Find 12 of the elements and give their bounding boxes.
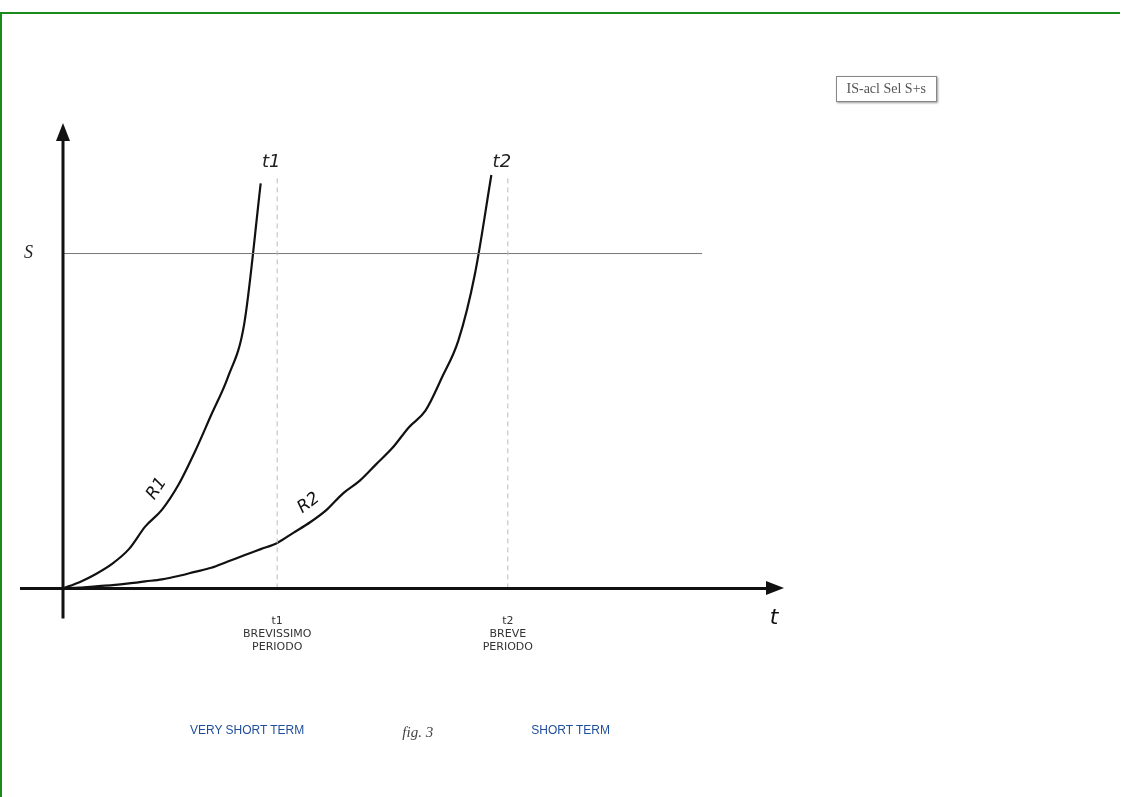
text: R1 (140, 472, 171, 503)
ref-line-label: t2 (492, 149, 512, 171)
ref-line-label: t1 (261, 149, 281, 171)
text: R2 (292, 487, 323, 517)
caption: fig. 3 (402, 724, 434, 741)
x-tick-label: t1 BREVISSIMO PERIODO (243, 613, 312, 654)
text: SHORT TERM (531, 722, 610, 737)
text: IS-acl Sel S+s (835, 76, 937, 102)
x-axis-title: t (769, 604, 780, 630)
ref-line-label: S (24, 242, 33, 263)
x-tick-label: t2 BREVE PERIODO (482, 613, 534, 654)
text: VERY SHORT TERM (190, 722, 305, 737)
